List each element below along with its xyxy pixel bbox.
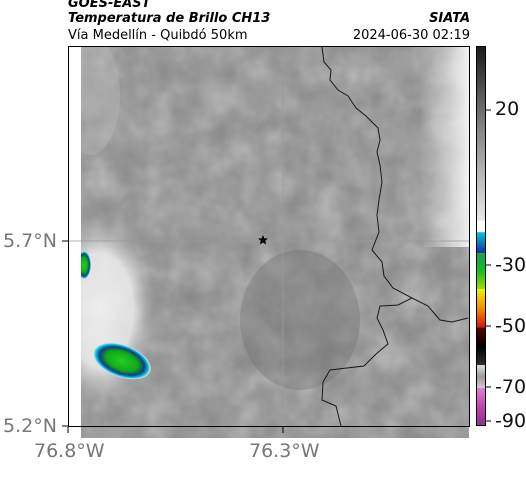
region-subtitle: Vía Medellín - Quibdó 50km	[68, 28, 248, 43]
map-frame	[68, 46, 470, 427]
colorbar-frame	[476, 46, 486, 426]
colorbar-black-segment	[476, 327, 486, 366]
lat-tick-label: 5.2°N	[3, 415, 57, 437]
colorbar-tick-label: -50	[495, 315, 526, 337]
cold-cloud-edge	[81, 251, 91, 279]
admin-boundary-branch	[411, 297, 469, 323]
admin-boundary	[321, 46, 414, 427]
agency-label: SIATA	[429, 11, 470, 26]
colorbar-white-segment	[476, 220, 486, 233]
colorbar-light-segment	[476, 365, 486, 388]
lon-tick-label: 76.8°W	[34, 440, 105, 462]
colorbar-gray-segment	[476, 46, 486, 221]
lat-tick-label: 5.7°N	[3, 230, 57, 252]
cold-cloud-core	[93, 342, 151, 380]
colorbar-tick-label: 20	[495, 98, 520, 120]
colorbar-blue-segment	[476, 232, 486, 254]
warm-cloud-right	[420, 47, 469, 247]
colorbar-magenta-segment	[476, 388, 486, 426]
datetime-label: 2024-06-30 02:19	[352, 28, 470, 43]
colorbar-red-segment	[476, 289, 486, 328]
colorbar-tick-label: -70	[495, 376, 526, 398]
satellite-title: GOES-EAST	[68, 0, 151, 11]
colorbar-tick-label: -30	[495, 254, 526, 276]
colorbar	[476, 46, 491, 426]
lon-tick-label: 76.3°W	[249, 440, 320, 462]
star-icon	[258, 235, 268, 245]
colorbar-tick-label: -90	[495, 410, 526, 432]
colorbar-green-segment	[476, 253, 486, 290]
product-title: Temperatura de Brillo CH13	[68, 11, 271, 26]
